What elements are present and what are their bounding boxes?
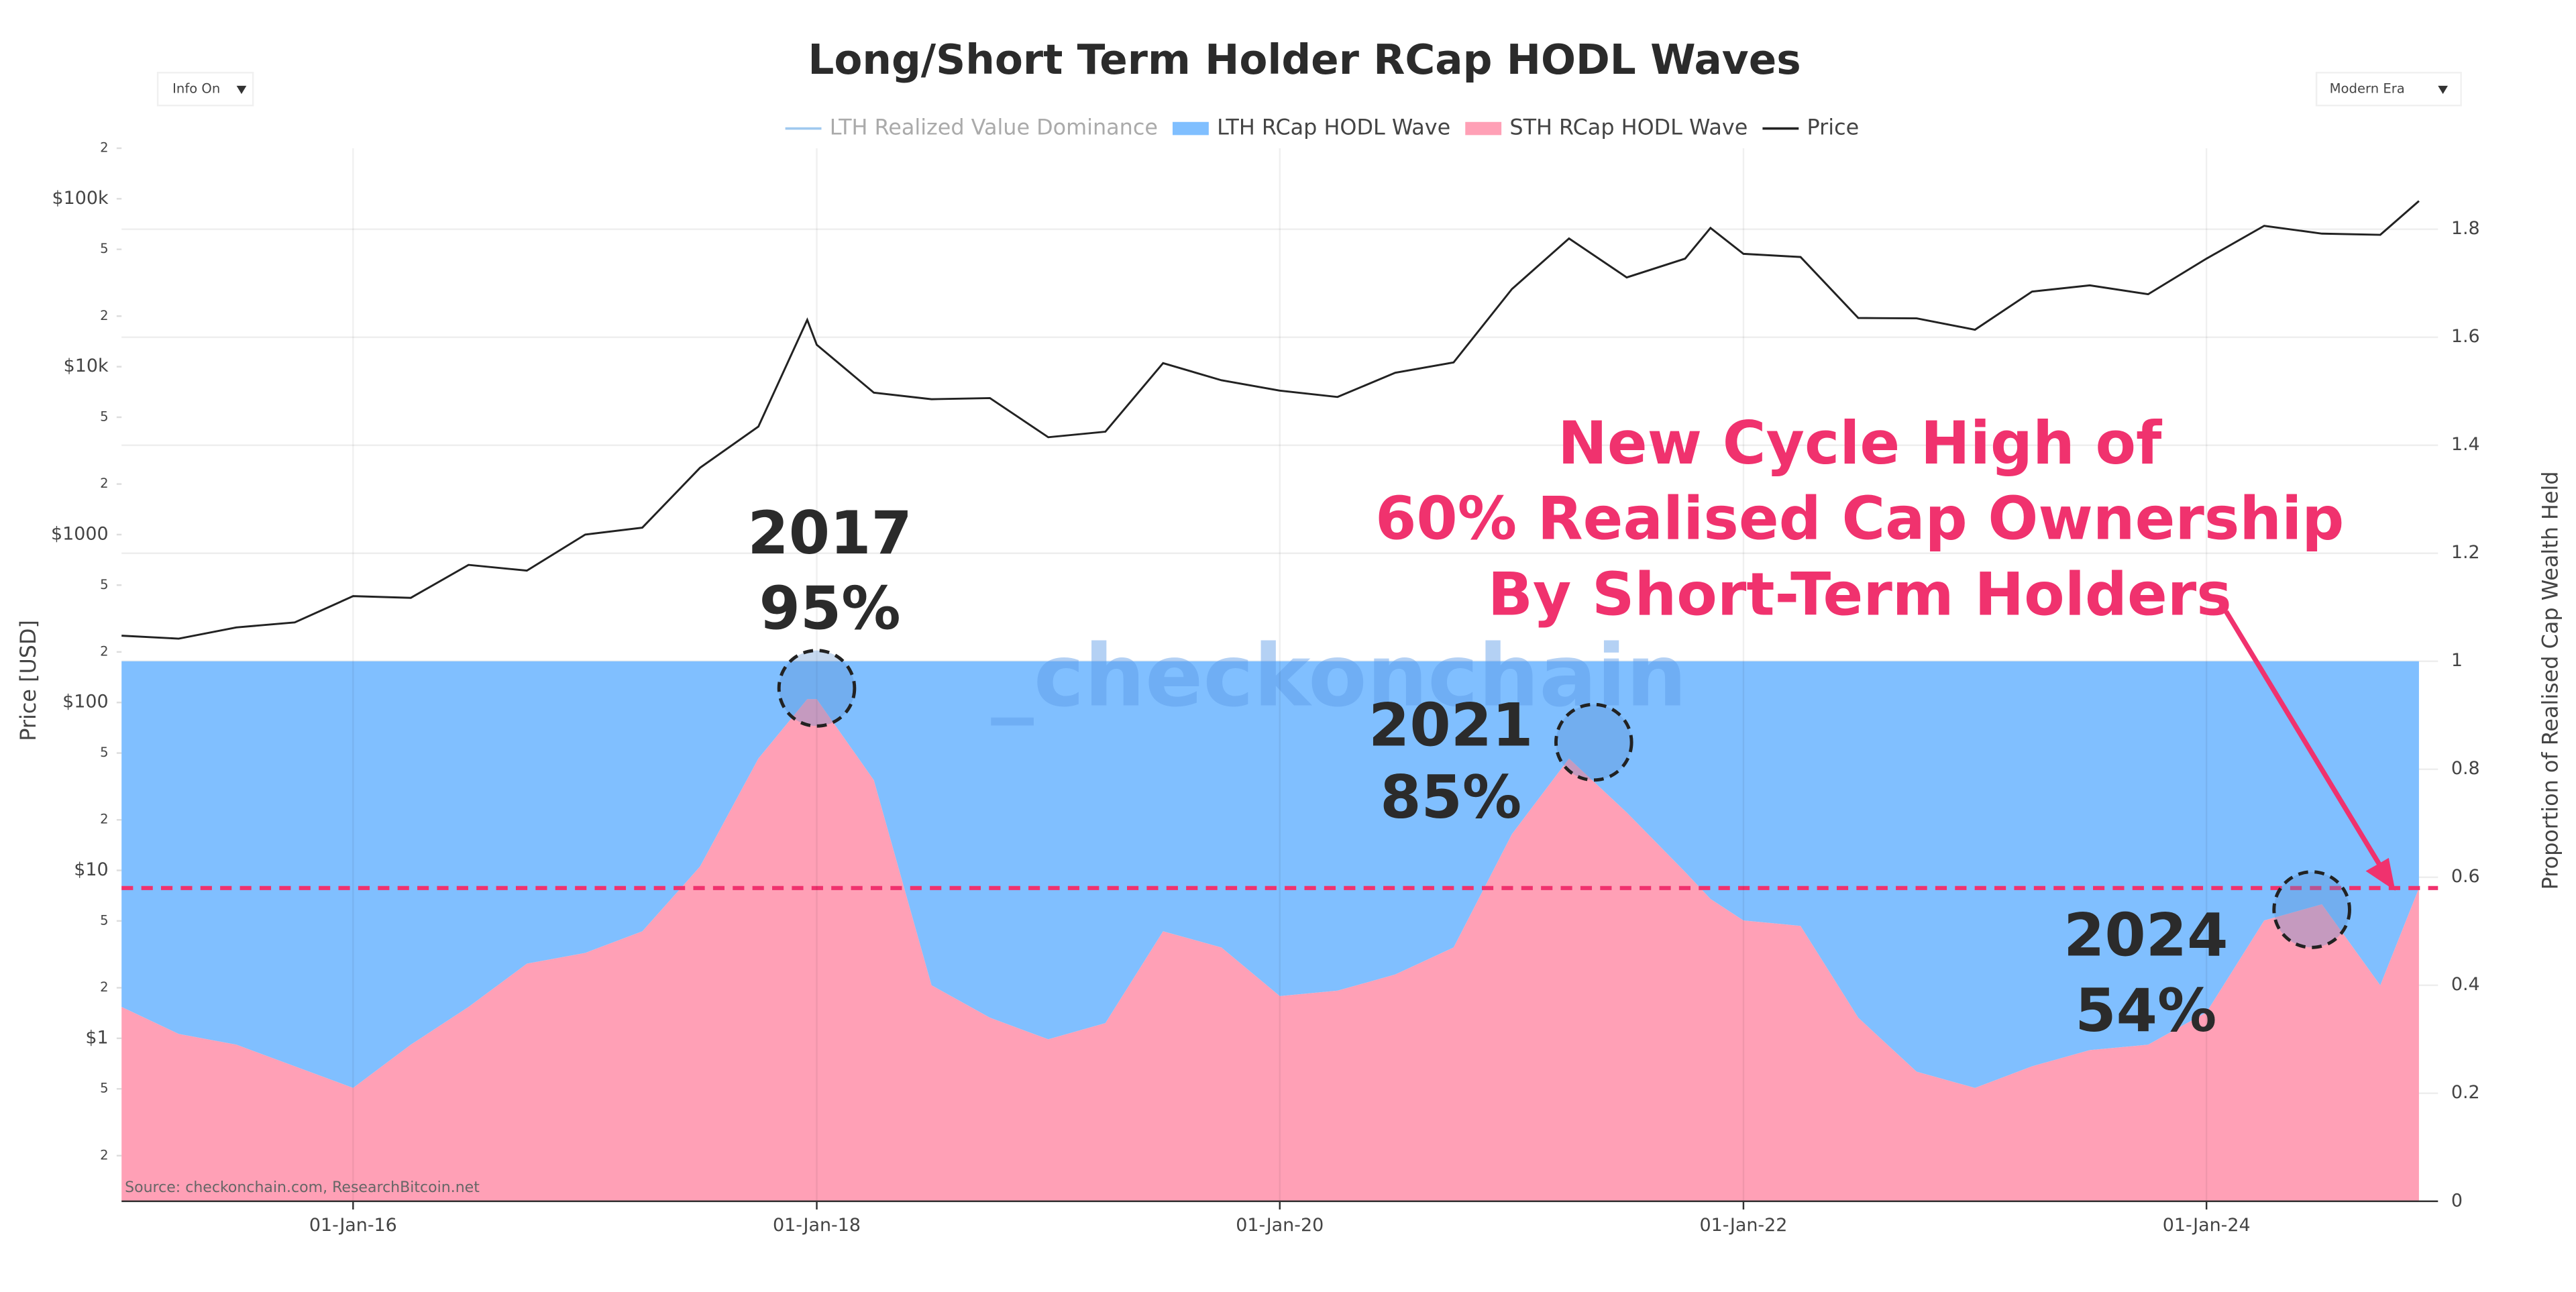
annotation-value: 95% [759,574,901,643]
legend-label: LTH RCap HODL Wave [1217,115,1450,140]
dropdown-label[interactable]: Modern Era [2330,80,2405,96]
y-tick-label: $1000 [51,523,109,544]
annotation-year: 2021 [1368,690,1533,759]
dropdown-arrow[interactable] [236,85,247,95]
legend-item: LTH Realized Value Dominance [785,115,1158,140]
y2-tick-label: 1.4 [2451,434,2480,455]
legend-label: STH RCap HODL Wave [1509,115,1748,140]
dropdown-arrow[interactable] [2438,85,2448,95]
dropdown-box[interactable] [2315,72,2462,107]
y2-tick-label: 1.8 [2451,218,2480,239]
annotation-year: 2024 [2063,901,2228,970]
callout-text: By Short-Term Holders [1488,559,2232,629]
callout-text: 60% Realised Cap Ownership [1375,484,2344,553]
y2-tick-label: 1.2 [2451,542,2480,563]
y2-tick-label: 0 [2451,1190,2463,1211]
y-tick-label: $100k [52,188,109,209]
y2-axis-label: Proportion of Realised Cap Wealth Held [2537,471,2563,890]
y-tick-label: 5 [100,409,108,424]
annotation-value: 85% [1380,763,1521,832]
dropdown-label[interactable]: Info On [172,80,220,96]
y-tick-label: 2 [100,476,108,491]
plot-area: 0 0.2 0.4 0.6 0.8 1 1.2 1.4 1.6 1.8 2 5 $1 2 5 $10 2 5 $10… [51,140,2480,1236]
chart-title: Long/Short Term Holder RCap HODL Waves [808,36,1801,84]
y2-tick-label: 1.6 [2451,326,2480,347]
legend: LTH Realized Value Dominance LTH RCap HOD… [785,115,1859,140]
control-era[interactable]: Modern Era [2315,72,2462,107]
callout-arrowhead [2365,857,2396,891]
x-tick-label: 01-Jan-24 [2163,1215,2251,1236]
peak-circle [1554,702,1633,782]
legend-swatch [1172,121,1209,136]
y-tick-label: 5 [100,745,108,760]
annotation-value: 54% [2075,976,2216,1045]
x-tick-label: 01-Jan-18 [773,1215,861,1236]
legend-label: Price [1807,115,1860,140]
y2-tick-label: 0.4 [2451,974,2480,995]
legend-item: Price [1762,115,1859,140]
x-tick-label: 01-Jan-20 [1236,1215,1324,1236]
legend-label: LTH Realized Value Dominance [830,115,1158,140]
y-tick-label: 5 [100,912,108,928]
y-axis-label: Price [USD] [15,620,41,741]
y-tick-label: $10 [74,859,108,880]
callout-arrow [2224,610,2388,876]
y-tick-label: $1 [85,1027,108,1048]
y-tick-label: $100 [62,692,109,712]
legend-item: LTH RCap HODL Wave [1172,115,1450,140]
annotation-year: 2017 [747,498,912,568]
y-tick-label: 5 [100,1081,108,1096]
legend-swatch [1465,121,1502,136]
y-tick-label: 2 [100,643,108,659]
y-tick-label: 2 [100,979,108,995]
legend-item: STH RCap HODL Wave [1465,115,1748,140]
price-line [121,200,2420,640]
y-tick-label: 2 [100,1147,108,1163]
y-tick-label: 2 [100,308,108,323]
y-tick-label: 2 [100,140,108,155]
x-tick-label: 01-Jan-16 [309,1215,397,1236]
y-tick-label: 5 [100,241,108,256]
x-tick-label: 01-Jan-22 [1699,1215,1787,1236]
watermark: _checkonchain [991,627,1686,726]
y2-tick-label: 0.6 [2451,866,2480,887]
y-tick-label: 2 [100,812,108,827]
peak-circle [2272,870,2351,949]
y-tick-label: $10k [64,356,109,376]
y2-tick-label: 0.2 [2451,1082,2480,1103]
y-tick-label: 5 [100,577,108,592]
control-info[interactable]: Info On [156,72,254,107]
callout-text: New Cycle High of [1558,409,2163,478]
source-note: Source: checkonchain.com, ResearchBitcoi… [125,1179,480,1196]
y2-tick-label: 1 [2451,650,2463,671]
area [121,699,2419,1201]
peak-circle [777,649,857,728]
dropdown-box[interactable] [156,72,254,107]
area [121,661,2419,1088]
y2-tick-label: 0.8 [2451,758,2480,779]
